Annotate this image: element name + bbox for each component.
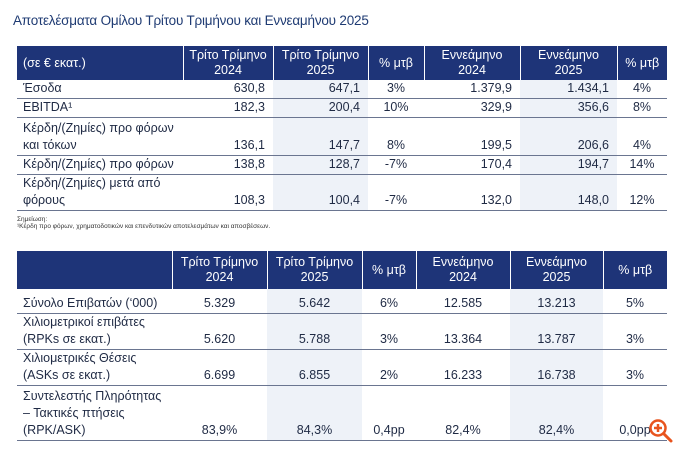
cell-value: 170,4 bbox=[424, 155, 520, 175]
column-header: Εννεάμηνο 2024 bbox=[416, 251, 511, 289]
cell-value: 356,6 bbox=[520, 98, 617, 118]
cell-value: 194,7 bbox=[520, 155, 617, 175]
header-row: Τρίτο Τρίμηνο 2024 Τρίτο Τρίμηνο 2025% μτ… bbox=[17, 251, 667, 289]
table-row: Χιλιομετρικοί επιβάτες (RPKs σε εκατ.) 5.… bbox=[17, 313, 667, 350]
cell-value: 100,4 bbox=[273, 174, 368, 211]
table-row: Κέρδη/(Ζημίες) προ φόρων 138,8 128,7 -7% 170… bbox=[17, 155, 667, 175]
cell-value: 5% bbox=[603, 289, 667, 314]
cell-value: 5.329 bbox=[172, 289, 267, 314]
cell-value: 182,3 bbox=[183, 98, 273, 118]
cell-value: 10% bbox=[368, 98, 424, 118]
column-header: Τρίτο Τρίμηνο 2024 bbox=[172, 251, 268, 289]
cell-value: 206,6 bbox=[520, 117, 617, 156]
column-header: Εννεάμηνο 2025 bbox=[510, 251, 604, 289]
cell-value: 3% bbox=[362, 313, 416, 350]
cell-value: 4% bbox=[617, 117, 667, 156]
notes-footnote: ¹Κέρδη προ φόρων, χρηματοδοτικών και επε… bbox=[17, 223, 271, 230]
cell-value: 3% bbox=[368, 80, 424, 99]
cell-value: 13.213 bbox=[510, 289, 603, 314]
cell-value: 83,9% bbox=[172, 385, 267, 441]
cell-value: -7% bbox=[368, 174, 424, 211]
cell-value: 1.379,9 bbox=[424, 80, 520, 99]
cell-value: 200,4 bbox=[273, 98, 368, 118]
cell-value: 82,4% bbox=[416, 385, 510, 441]
cell-value: 630,8 bbox=[183, 80, 273, 99]
cell-value: 132,0 bbox=[424, 174, 520, 211]
column-header: % μτβ bbox=[362, 251, 417, 289]
cell-value: 199,5 bbox=[424, 117, 520, 156]
cell-value: 13.787 bbox=[510, 313, 603, 350]
column-header: Τρίτο Τρίμηνο 2025 bbox=[273, 46, 369, 80]
page-title: Αποτελέσματα Ομίλου Τρίτου Τριμήνου και … bbox=[13, 13, 369, 28]
column-header: Εννεάμηνο 2025 bbox=[520, 46, 618, 80]
row-label: Κέρδη/(Ζημίες) προ φόρων και τόκων bbox=[17, 117, 183, 156]
notes: Σημείωση: ¹Κέρδη προ φόρων, χρηματοδοτικ… bbox=[17, 216, 270, 230]
table-row: Έσοδα 630,8 647,1 3% 1.379,9 1.434,1 4% bbox=[17, 80, 667, 99]
column-header: Τρίτο Τρίμηνο 2025 bbox=[267, 251, 363, 289]
column-header: Τρίτο Τρίμηνο 2024 bbox=[183, 46, 274, 80]
cell-value: 14% bbox=[617, 155, 667, 175]
cell-value: 6.855 bbox=[267, 349, 362, 386]
table-row: Κέρδη/(Ζημίες) μετά από φόρους 108,3 100,4… bbox=[17, 174, 667, 211]
cell-value: 12.585 bbox=[416, 289, 510, 314]
cell-value: 5.788 bbox=[267, 313, 362, 350]
cell-value: 4% bbox=[617, 80, 667, 99]
cell-value: 6.699 bbox=[172, 349, 267, 386]
table-row: Σύνολο Επιβατών (‘000) 5.329 5.642 6% 12.585… bbox=[17, 289, 667, 314]
row-label: Κέρδη/(Ζημίες) προ φόρων bbox=[17, 155, 183, 175]
table-row: Κέρδη/(Ζημίες) προ φόρων και τόκων 136,1 1… bbox=[17, 117, 667, 156]
cell-value: 84,3% bbox=[267, 385, 362, 441]
cell-value: 8% bbox=[617, 98, 667, 118]
cell-value: 138,8 bbox=[183, 155, 273, 175]
cell-value: 329,9 bbox=[424, 98, 520, 118]
column-header: % μτβ bbox=[617, 46, 667, 80]
cell-value: 16.233 bbox=[416, 349, 510, 386]
cell-value: 147,7 bbox=[273, 117, 368, 156]
cell-value: 136,1 bbox=[183, 117, 273, 156]
cell-value: 5.620 bbox=[172, 313, 267, 350]
cell-value: 16.738 bbox=[510, 349, 603, 386]
column-header bbox=[17, 251, 173, 289]
cell-value: 128,7 bbox=[273, 155, 368, 175]
column-header: Εννεάμηνο 2024 bbox=[424, 46, 521, 80]
cell-value: 1.434,1 bbox=[520, 80, 617, 99]
row-label: Συντελεστής Πληρότητας – Τακτικές πτήσει… bbox=[17, 385, 172, 441]
cell-value: 8% bbox=[368, 117, 424, 156]
group-results-table: (σε € εκατ.) Τρίτο Τρίμηνο 2024 Τρίτο Τρίμ… bbox=[17, 46, 667, 211]
row-label: EBITDA¹ bbox=[17, 98, 183, 118]
traffic-table: Τρίτο Τρίμηνο 2024 Τρίτο Τρίμηνο 2025% μτ… bbox=[17, 251, 667, 441]
cell-value: 647,1 bbox=[273, 80, 368, 99]
cell-value: 82,4% bbox=[510, 385, 603, 441]
row-label: Έσοδα bbox=[17, 80, 183, 99]
row-label: Κέρδη/(Ζημίες) μετά από φόρους bbox=[17, 174, 183, 211]
cell-value: 6% bbox=[362, 289, 416, 314]
cell-value: -7% bbox=[368, 155, 424, 175]
cell-value: 0,4pp bbox=[362, 385, 416, 441]
row-label: Σύνολο Επιβατών (‘000) bbox=[17, 289, 172, 314]
cell-value: 108,3 bbox=[183, 174, 273, 211]
zoom-in-icon[interactable] bbox=[648, 418, 674, 444]
cell-value: 2% bbox=[362, 349, 416, 386]
row-label: Χιλιομετρικές Θέσεις (ASKs σε εκατ.) bbox=[17, 349, 172, 386]
notes-heading: Σημείωση: bbox=[17, 216, 48, 223]
cell-value: 13.364 bbox=[416, 313, 510, 350]
cell-value: 3% bbox=[603, 349, 667, 386]
cell-value: 5.642 bbox=[267, 289, 362, 314]
column-header: % μτβ bbox=[368, 46, 425, 80]
cell-value: 148,0 bbox=[520, 174, 617, 211]
cell-value: 0,0pp bbox=[603, 385, 667, 441]
header-row: (σε € εκατ.) Τρίτο Τρίμηνο 2024 Τρίτο Τρίμ… bbox=[17, 46, 667, 80]
cell-value: 12% bbox=[617, 174, 667, 211]
table-row: Χιλιομετρικές Θέσεις (ASKs σε εκατ.) 6.69… bbox=[17, 349, 667, 386]
table-row: EBITDA¹ 182,3 200,4 10% 329,9 356,6 8% bbox=[17, 98, 667, 118]
column-header: (σε € εκατ.) bbox=[17, 46, 184, 80]
column-header: % μτβ bbox=[603, 251, 667, 289]
table-row: Συντελεστής Πληρότητας – Τακτικές πτήσει… bbox=[17, 385, 667, 441]
cell-value: 3% bbox=[603, 313, 667, 350]
row-label: Χιλιομετρικοί επιβάτες (RPKs σε εκατ.) bbox=[17, 313, 172, 350]
